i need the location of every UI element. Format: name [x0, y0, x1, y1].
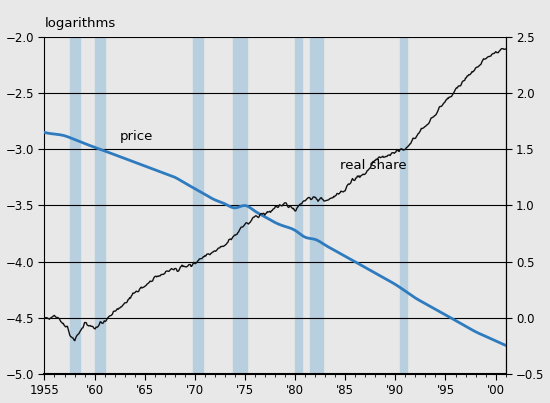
Bar [193, 37, 203, 374]
Text: price: price [120, 130, 153, 143]
Bar [295, 37, 302, 374]
Bar [400, 37, 408, 374]
Bar [505, 37, 510, 374]
Bar [310, 37, 323, 374]
Bar [69, 37, 80, 374]
Text: logarithms: logarithms [45, 17, 116, 30]
Bar [95, 37, 104, 374]
Bar [233, 37, 247, 374]
Text: real share: real share [340, 160, 407, 172]
